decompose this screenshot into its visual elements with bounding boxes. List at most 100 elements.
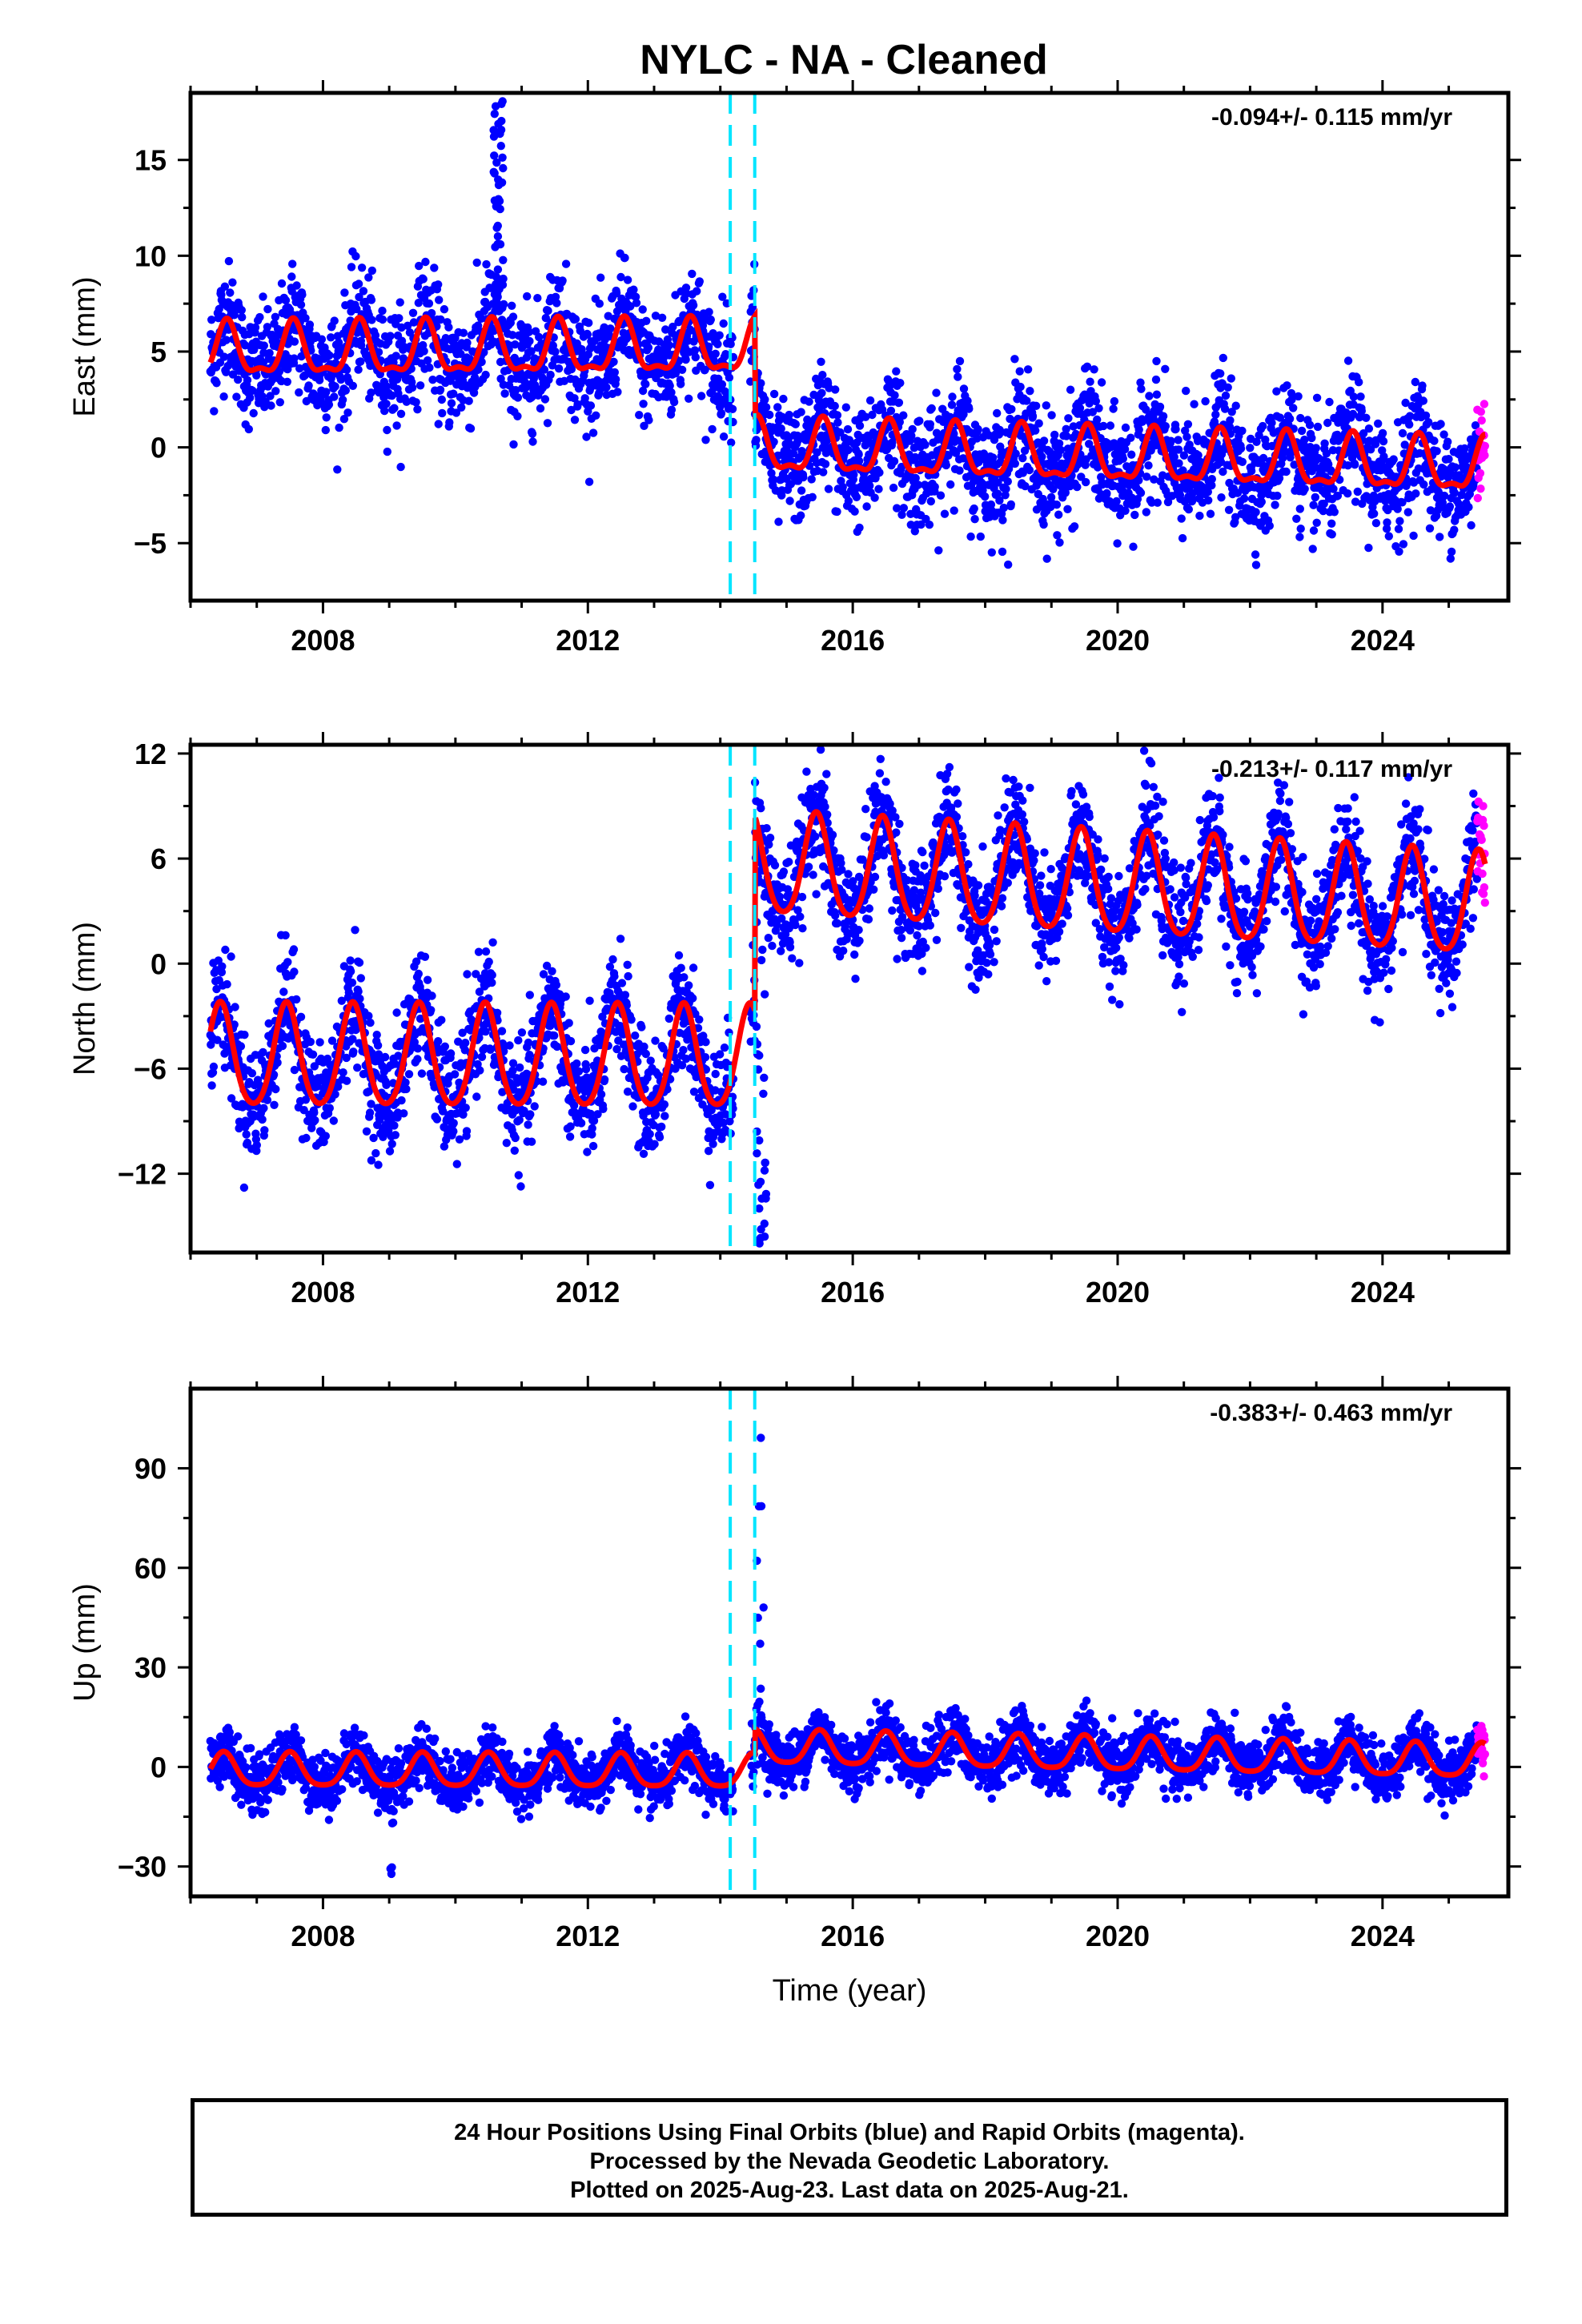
final-orbit-point [689,963,698,972]
final-orbit-point [457,403,466,412]
final-orbit-point [641,1049,650,1059]
final-orbit-point [488,971,496,979]
final-orbit-point [875,468,884,477]
final-orbit-point [533,294,542,303]
final-orbit-point [580,394,589,403]
final-orbit-point [508,312,518,321]
final-orbit-point [1312,518,1321,527]
final-orbit-point [378,315,387,324]
final-orbit-point [552,980,561,990]
final-orbit-point [1378,428,1387,438]
final-orbit-point [1305,420,1315,429]
final-orbit-point [1419,396,1428,405]
final-orbit-point [1219,353,1228,363]
final-orbit-point [438,408,447,418]
final-orbit-point [383,447,391,456]
final-orbit-point [1152,356,1161,366]
final-orbit-point [508,301,516,310]
final-orbit-point [540,365,549,374]
final-orbit-point [1113,539,1122,548]
final-orbit-point [994,478,1002,487]
final-orbit-point [1312,393,1322,402]
final-orbit-point [797,486,806,495]
final-orbit-point [1034,419,1043,428]
final-orbit-point [1371,519,1381,528]
final-orbit-point [1090,365,1098,374]
final-orbit-point [371,1148,380,1158]
final-orbit-point [582,432,591,441]
final-orbit-point [596,1090,606,1099]
final-orbit-point [926,497,936,506]
final-orbit-point [374,348,383,356]
final-orbit-point [1292,514,1301,523]
final-orbit-point [311,1116,319,1125]
final-orbit-point [706,316,715,324]
final-orbit-point [523,292,532,301]
final-orbit-point [1088,408,1098,416]
final-orbit-point [244,424,253,434]
y-tick-label: 15 [135,144,167,177]
final-orbit-point [805,397,813,406]
final-orbit-point [886,406,896,416]
final-orbit-point [570,416,580,424]
final-orbit-point [632,299,641,308]
final-orbit-point [437,1015,446,1024]
final-orbit-point [624,971,632,981]
final-orbit-point [447,399,456,408]
final-orbit-point [552,299,561,308]
final-orbit-point [1405,420,1414,429]
final-orbit-point [1138,417,1147,426]
final-orbit-point [626,302,635,311]
final-orbit-point [255,312,264,322]
final-orbit-point [566,1036,576,1046]
final-orbit-point [1120,444,1130,454]
final-orbit-point [209,1062,219,1072]
final-orbit-point [308,1050,318,1059]
final-orbit-point [342,1076,351,1085]
final-orbit-point [232,392,241,401]
final-orbit-point [1364,543,1373,553]
final-orbit-point [219,392,228,401]
final-orbit-point [836,428,845,437]
final-orbit-point [366,1018,375,1027]
final-orbit-point [917,520,926,529]
final-orbit-point [329,1116,338,1125]
final-orbit-point [1130,510,1139,520]
final-orbit-point [558,276,567,285]
final-orbit-point [259,1104,268,1112]
final-orbit-point [936,491,946,500]
final-orbit-point [1003,477,1013,486]
final-orbit-point [296,1012,306,1022]
final-orbit-point [1451,463,1460,472]
final-orbit-point [246,393,255,402]
final-orbit-point [1046,493,1056,502]
final-orbit-point [893,504,901,513]
final-orbit-point [573,400,582,409]
final-orbit-point [704,342,713,351]
final-orbit-point [1134,425,1143,434]
final-orbit-point [414,299,423,308]
final-orbit-point [408,308,418,317]
final-orbit-point [1439,430,1448,439]
final-orbit-point [305,320,315,329]
final-orbit-point [833,507,841,517]
final-orbit-point [428,376,437,384]
final-orbit-point [1031,426,1040,435]
final-orbit-point [390,404,399,412]
final-orbit-point [517,1028,527,1037]
final-orbit-point [726,340,735,348]
final-orbit-point [701,1038,710,1047]
final-orbit-point [1054,439,1064,448]
final-orbit-point [1052,501,1062,509]
x-tick-label: 2016 [821,624,885,657]
final-orbit-point [679,1046,688,1055]
final-orbit-point [665,381,674,390]
final-orbit-point [271,1084,280,1094]
final-orbit-point [773,403,782,412]
final-orbit-point [680,973,689,982]
final-orbit-point [596,273,605,282]
outlier-point [492,289,502,298]
final-orbit-point [509,440,518,449]
final-orbit-point [290,337,299,346]
final-orbit-point [915,416,924,425]
